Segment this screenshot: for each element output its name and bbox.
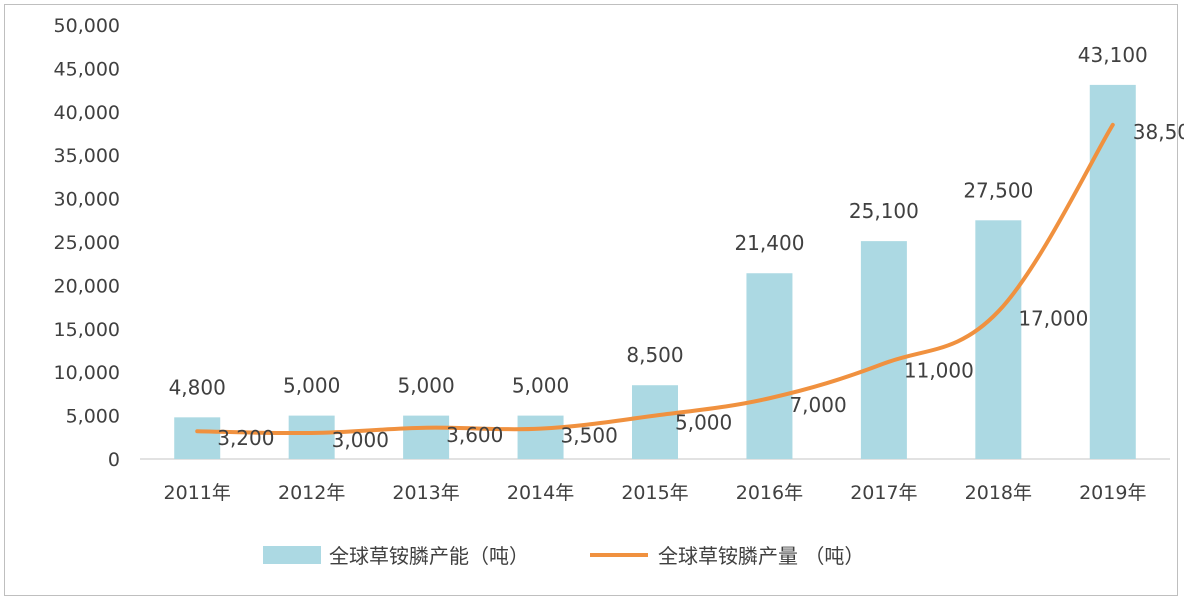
- output-line: [195, 122, 1115, 436]
- capacity-bar: [174, 417, 221, 459]
- output-data-label: 3,200: [217, 426, 274, 450]
- y-tick-label: 35,000: [54, 145, 120, 167]
- x-tick-label: 2014年: [507, 482, 574, 504]
- y-tick-label: 15,000: [54, 319, 120, 341]
- capacity-bar: [975, 220, 1022, 459]
- capacity-data-label: 4,800: [169, 375, 226, 399]
- x-tick-label: 2018年: [965, 482, 1032, 504]
- x-tick-label: 2011年: [164, 482, 231, 504]
- legend: 全球草铵膦产能（吨） 全球草铵膦产量 （吨）: [263, 544, 864, 568]
- y-axis-ticks: 0 5,000 10,000 15,000 20,000 25,000 30,000 35,0…: [54, 15, 120, 471]
- x-tick-label: 2013年: [392, 482, 459, 504]
- y-tick-label: 50,000: [54, 15, 120, 37]
- x-tick-label: 2019年: [1079, 482, 1146, 504]
- capacity-data-label: 8,500: [626, 343, 683, 367]
- capacity-data-label: 5,000: [283, 374, 340, 398]
- capacity-bar: [517, 415, 564, 459]
- capacity-data-label: 5,000: [512, 374, 569, 398]
- output-data-label: 3,600: [446, 423, 503, 447]
- capacity-bar: [1089, 84, 1136, 459]
- capacity-bar: [860, 241, 907, 459]
- x-tick-label: 2015年: [621, 482, 688, 504]
- legend-label-capacity: 全球草铵膦产能（吨）: [329, 544, 529, 568]
- y-tick-label: 20,000: [54, 275, 120, 297]
- capacity-bar: [403, 415, 450, 459]
- capacity-data-label: 25,100: [849, 199, 919, 223]
- y-tick-label: 5,000: [66, 406, 120, 428]
- x-tick-label: 2016年: [736, 482, 803, 504]
- y-tick-label: 40,000: [54, 102, 120, 124]
- x-tick-label: 2017年: [850, 482, 917, 504]
- output-line-labels: 3,200 3,000 3,600 3,500 5,000 7,000 11,000 17,0…: [217, 120, 1184, 452]
- capacity-bar: [632, 385, 678, 459]
- x-axis-ticks: 2011年 2012年 2013年 2014年 2015年 2016年 2017年 2018年…: [164, 482, 1147, 504]
- legend-label-output: 全球草铵膦产量 （吨）: [658, 544, 864, 568]
- output-data-label: 38,500: [1133, 120, 1184, 144]
- output-data-label: 5,000: [675, 411, 732, 435]
- capacity-bar: [746, 273, 793, 459]
- capacity-bar: [288, 415, 335, 459]
- x-tick-label: 2012年: [278, 482, 345, 504]
- capacity-data-label: 5,000: [397, 374, 454, 398]
- capacity-bar-labels: 4,800 5,000 5,000 5,000 8,500 21,400 25,100 27,…: [169, 43, 1148, 399]
- output-data-label: 3,500: [561, 424, 618, 448]
- output-data-label: 11,000: [904, 359, 974, 383]
- capacity-data-label: 27,500: [963, 178, 1033, 202]
- output-data-label: 3,000: [332, 428, 389, 452]
- capacity-data-label: 21,400: [734, 231, 804, 255]
- capacity-data-label: 43,100: [1078, 43, 1148, 67]
- y-tick-label: 0: [108, 449, 120, 471]
- y-tick-label: 25,000: [54, 232, 120, 254]
- output-data-label: 17,000: [1018, 306, 1088, 330]
- y-tick-label: 10,000: [54, 362, 120, 384]
- legend-swatch-capacity: [263, 546, 321, 564]
- y-tick-label: 45,000: [54, 58, 120, 80]
- capacity-bars: [174, 84, 1136, 459]
- y-tick-label: 30,000: [54, 189, 120, 211]
- output-data-label: 7,000: [789, 393, 846, 417]
